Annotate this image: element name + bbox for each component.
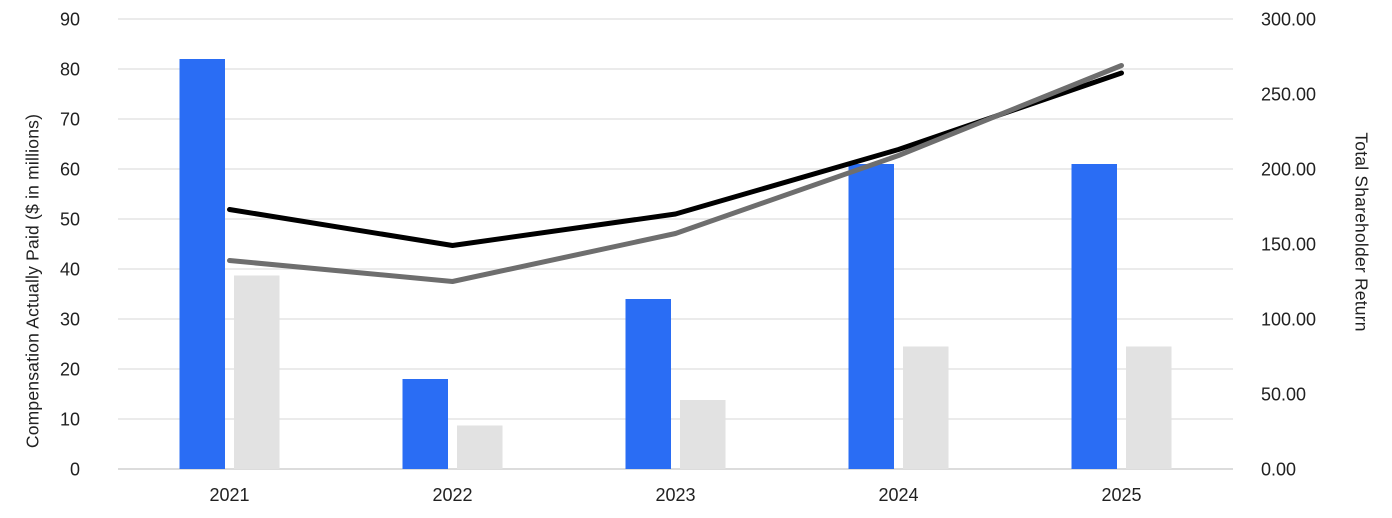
left-axis-tick-label: 60	[60, 160, 80, 180]
right-axis-tick-label: 0.00	[1261, 460, 1296, 480]
left-axis-tick-label: 40	[60, 260, 80, 280]
left-axis-tick-label: 30	[60, 310, 80, 330]
right-axis-tick-label: 50.00	[1261, 385, 1306, 405]
left-axis-tick-label: 90	[60, 10, 80, 30]
bar-blue-bars-2024	[848, 164, 894, 469]
bar-gray-bars-2024	[903, 346, 949, 469]
bar-blue-bars-2023	[625, 299, 671, 469]
left-axis-tick-label: 0	[70, 460, 80, 480]
bar-gray-bars-2022	[457, 425, 503, 469]
right-axis-tick-label: 300.00	[1261, 10, 1316, 30]
x-axis-category-label: 2025	[1101, 485, 1141, 505]
right-axis-tick-label: 100.00	[1261, 310, 1316, 330]
right-axis-tick-label: 200.00	[1261, 160, 1316, 180]
right-axis-tick-label: 150.00	[1261, 235, 1316, 255]
left-axis-title: Compensation Actually Paid ($ in million…	[22, 113, 43, 449]
right-axis-tick-label: 250.00	[1261, 85, 1316, 105]
left-axis-tick-label: 80	[60, 60, 80, 80]
x-axis-category-label: 2021	[209, 485, 249, 505]
x-axis-category-label: 2022	[432, 485, 472, 505]
bar-gray-bars-2023	[680, 400, 726, 469]
left-axis-tick-label: 50	[60, 210, 80, 230]
left-axis-tick-label: 10	[60, 410, 80, 430]
bar-gray-bars-2021	[234, 275, 280, 469]
right-axis-title: Total Shareholder Return	[1351, 132, 1372, 332]
bar-blue-bars-2025	[1071, 164, 1117, 469]
bar-blue-bars-2021	[179, 59, 225, 469]
bar-gray-bars-2025	[1126, 346, 1172, 469]
x-axis-category-label: 2024	[878, 485, 918, 505]
left-axis-tick-label: 70	[60, 110, 80, 130]
x-axis-category-label: 2023	[655, 485, 695, 505]
left-axis-tick-label: 20	[60, 360, 80, 380]
bar-blue-bars-2022	[402, 379, 448, 469]
line-gray-line	[227, 63, 1124, 284]
